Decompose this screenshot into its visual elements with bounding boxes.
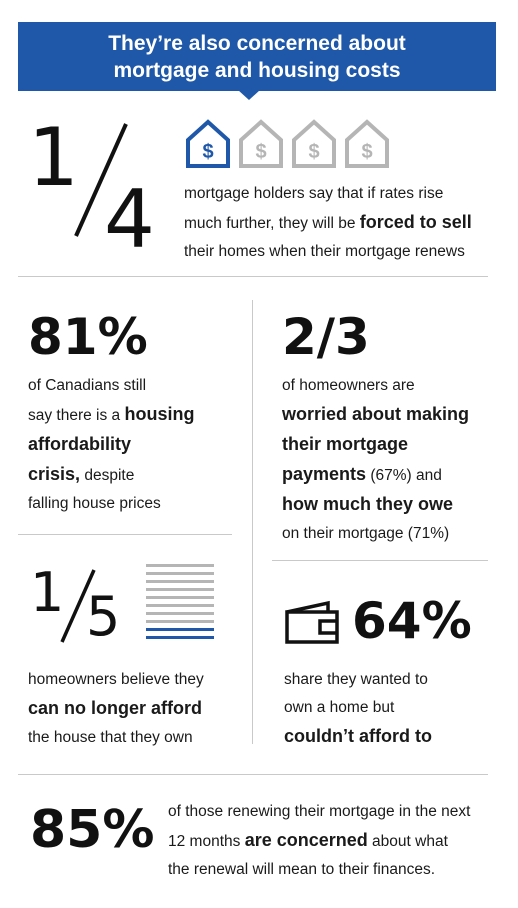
fraction-denominator: 4 xyxy=(104,173,155,266)
stat3-line2: worried about making xyxy=(282,400,502,430)
stat4-line1: homeowners believe they xyxy=(28,671,204,688)
stat4-line3: the house that they own xyxy=(28,729,193,746)
stripe-icon xyxy=(146,564,214,646)
fraction-denominator-2: 5 xyxy=(86,585,121,648)
fraction-one-quarter: 1 4 xyxy=(26,111,166,266)
house-dollar-icon: $ xyxy=(239,119,283,168)
stat6-line2-a: 12 months xyxy=(168,833,245,850)
stat3-text: of homeowners are worried about making t… xyxy=(282,372,502,548)
stripe xyxy=(146,604,214,607)
stat4-line2: can no longer afford xyxy=(28,694,250,724)
stat1-line3: their homes when their mortgage renews xyxy=(184,243,465,260)
stat2-emphasis-2: affordability xyxy=(28,434,132,454)
stripe xyxy=(146,636,214,639)
stat3-emphasis-3: payments xyxy=(282,464,367,484)
house-icons-row: $ $ $ $ xyxy=(186,119,389,168)
house-dollar-icon: $ xyxy=(186,119,230,168)
stat2-line2-a: say there is a xyxy=(28,407,125,424)
stat3-line1: of homeowners are xyxy=(282,377,415,394)
fraction-slash-2 xyxy=(60,569,96,643)
stat5-line1: share they wanted to xyxy=(284,671,428,688)
stat2-line4-b: despite xyxy=(80,467,135,484)
house-dollar-icon: $ xyxy=(292,119,336,168)
stat2-line5: falling house prices xyxy=(28,495,161,512)
divider-right-middle xyxy=(272,560,488,561)
page-title: They’re also concerned about mortgage an… xyxy=(18,30,496,84)
stripe xyxy=(146,612,214,615)
svg-text:$: $ xyxy=(361,141,372,163)
divider-vertical xyxy=(252,300,253,744)
stat3-line5: how much they owe xyxy=(282,490,502,520)
stat4-emphasis: can no longer afford xyxy=(28,698,203,718)
stat6-text: of those renewing their mortgage in the … xyxy=(168,798,508,884)
fraction-one-fifth: 1 5 xyxy=(28,566,138,656)
stat1-line2-a: much further, they will be xyxy=(184,215,360,232)
stat6-line2-c: about what xyxy=(367,833,448,850)
stat1-line1: mortgage holders say that if rates rise xyxy=(184,185,444,202)
house-dollar-icon: $ xyxy=(345,119,389,168)
stripe xyxy=(146,628,214,631)
stat2-line3: affordability xyxy=(28,430,248,460)
title-line-2: mortgage and housing costs xyxy=(113,59,401,82)
stat3-value: 2/3 xyxy=(282,308,370,366)
divider-bottom xyxy=(18,774,488,775)
svg-text:$: $ xyxy=(308,141,319,163)
stat6-line3: the renewal will mean to their finances. xyxy=(168,861,436,878)
fraction-numerator-2: 1 xyxy=(30,561,65,624)
stat1-emphasis: forced to sell xyxy=(359,212,472,232)
fraction-slash xyxy=(74,123,128,237)
stat6-line2: 12 months are concerned about what xyxy=(168,826,508,856)
stat1-line2: much further, they will be forced to sel… xyxy=(184,208,494,238)
stat2-emphasis-3: crisis, xyxy=(28,464,81,484)
stripe xyxy=(146,580,214,583)
stat6-emphasis: are concerned xyxy=(244,830,368,850)
divider-top xyxy=(18,276,488,277)
stripe xyxy=(146,596,214,599)
stat5-emphasis: couldn’t afford to xyxy=(284,726,432,746)
stat2-line4: crisis, despite xyxy=(28,460,248,490)
stripe xyxy=(146,588,214,591)
stripe xyxy=(146,620,214,623)
svg-text:$: $ xyxy=(202,141,213,163)
divider-left-middle xyxy=(18,534,232,535)
stat3-line3: their mortgage xyxy=(282,430,502,460)
stat5-line2: own a home but xyxy=(284,699,395,716)
stat2-value: 81% xyxy=(28,308,148,366)
stat2-line1: of Canadians still xyxy=(28,377,147,394)
stat3-line4-b: (67%) and xyxy=(366,467,442,484)
stripe xyxy=(146,572,214,575)
stat5-line3: couldn’t afford to xyxy=(284,722,504,752)
stat1-text: mortgage holders say that if rates rise … xyxy=(184,180,494,266)
stat6-value: 85% xyxy=(30,800,155,860)
stripe xyxy=(146,564,214,567)
stat4-text: homeowners believe they can no longer af… xyxy=(28,666,250,752)
stat3-emphasis-2: their mortgage xyxy=(282,434,409,454)
stat5-text: share they wanted to own a home but coul… xyxy=(284,666,504,752)
stat5-value: 64% xyxy=(352,592,472,650)
stat3-line4: payments (67%) and xyxy=(282,460,502,490)
banner-pointer xyxy=(238,90,260,100)
svg-text:$: $ xyxy=(255,141,266,163)
stat3-line6: on their mortgage (71%) xyxy=(282,525,450,542)
stat2-emphasis-1: housing xyxy=(124,404,195,424)
stat2-line2: say there is a housing xyxy=(28,400,248,430)
stat2-text: of Canadians still say there is a housin… xyxy=(28,372,248,518)
stat3-emphasis-4: how much they owe xyxy=(282,494,454,514)
title-line-1: They’re also concerned about xyxy=(108,32,406,55)
stat3-emphasis-1: worried about making xyxy=(282,404,470,424)
stat6-line1: of those renewing their mortgage in the … xyxy=(168,803,471,820)
wallet-icon xyxy=(285,600,339,644)
fraction-numerator: 1 xyxy=(28,111,79,204)
header-banner xyxy=(18,22,496,91)
